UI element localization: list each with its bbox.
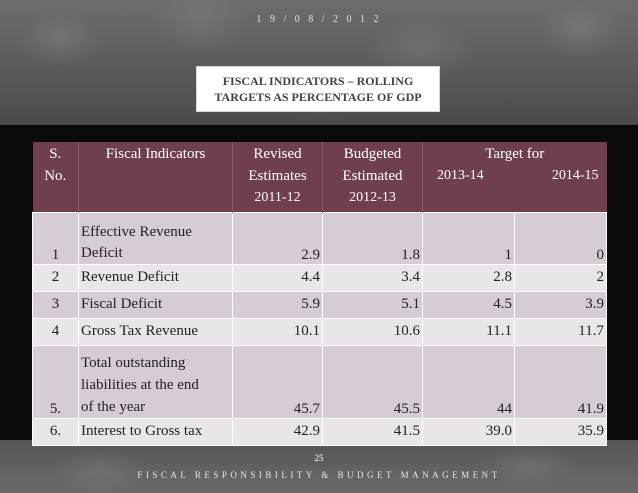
- row-indicator-line: liabilities at the end: [81, 376, 199, 393]
- row-target-2014-15: 35.9: [514, 417, 607, 446]
- row-indicator-line: of the year: [81, 398, 146, 415]
- row-target-2014-15: 0: [514, 211, 607, 265]
- row-revised: 45.7: [232, 344, 323, 419]
- row-sno: 1: [32, 211, 79, 265]
- row-budgeted: 41.5: [322, 417, 423, 446]
- row-indicator: Revenue Deficit: [78, 263, 233, 292]
- row-indicator-line: Total outstanding: [81, 354, 186, 371]
- row-target-2013-14: 1: [422, 211, 515, 265]
- table-row: 1 Effective Revenue Deficit 2.9 1.8 1 0: [32, 211, 607, 265]
- row-revised: 10.1: [232, 317, 323, 346]
- header-revised-line-1: Revised: [253, 146, 302, 162]
- row-sno: 3: [32, 290, 79, 319]
- row-target-2014-15: 11.7: [514, 317, 607, 346]
- header-sno-line-1: S.: [49, 146, 62, 162]
- row-indicator: Total outstanding liabilities at the end…: [78, 344, 233, 419]
- row-indicator-line: Deficit: [81, 244, 123, 261]
- row-budgeted: 10.6: [322, 317, 423, 346]
- table-header-row: S. No. Fiscal Indicators Revised Estimat…: [32, 142, 607, 212]
- header-target-label: Target for: [485, 146, 545, 162]
- header-budgeted-line-2: Estimated: [342, 168, 403, 184]
- row-budgeted: 45.5: [322, 344, 423, 419]
- row-indicator: Interest to Gross tax: [78, 417, 233, 446]
- row-revised: 2.9: [232, 211, 323, 265]
- slide-title-line-2: TARGETS AS PERCENTAGE OF GDP: [214, 90, 422, 104]
- table-row: 5. Total outstanding liabilities at the …: [32, 344, 607, 419]
- row-indicator: Fiscal Deficit: [78, 290, 233, 319]
- header-budgeted: Budgeted Estimated 2012-13: [322, 142, 423, 212]
- row-target-2014-15: 3.9: [514, 290, 607, 319]
- header-indicator-label: Fiscal Indicators: [105, 146, 206, 162]
- row-sno: 5.: [32, 344, 79, 419]
- table-row: 3 Fiscal Deficit 5.9 5.1 4.5 3.9: [32, 290, 607, 319]
- row-indicator: Gross Tax Revenue: [78, 317, 233, 346]
- header-revised-line-2: Estimates: [248, 168, 307, 184]
- header-revised-line-3: 2011-12: [254, 190, 301, 205]
- row-sno: 2: [32, 263, 79, 292]
- row-sno: 4: [32, 317, 79, 346]
- row-target-2013-14: 2.8: [422, 263, 515, 292]
- header-sno: S. No.: [32, 142, 79, 212]
- row-target-2013-14: 4.5: [422, 290, 515, 319]
- header-budgeted-line-1: Budgeted: [343, 146, 402, 162]
- damask-footer-background: [0, 440, 638, 493]
- row-budgeted: 3.4: [322, 263, 423, 292]
- row-target-2013-14: 39.0: [422, 417, 515, 446]
- row-indicator: Effective Revenue Deficit: [78, 211, 233, 265]
- row-revised: 4.4: [232, 263, 323, 292]
- slide-title: FISCAL INDICATORS – ROLLING TARGETS AS P…: [196, 66, 440, 112]
- table-row: 2 Revenue Deficit 4.4 3.4 2.8 2: [32, 263, 607, 292]
- row-revised: 42.9: [232, 417, 323, 446]
- row-target-2014-15: 41.9: [514, 344, 607, 419]
- header-indicator: Fiscal Indicators: [78, 142, 233, 212]
- header-target-2013-14: 2013-14: [437, 168, 484, 183]
- row-target-2013-14: 11.1: [422, 317, 515, 346]
- fiscal-indicators-table: S. No. Fiscal Indicators Revised Estimat…: [32, 142, 607, 446]
- page-number: 25: [314, 453, 324, 463]
- row-sno: 6.: [32, 417, 79, 446]
- header-budgeted-line-3: 2012-13: [349, 190, 396, 205]
- slide-date: 1 9 / 0 8 / 2 0 1 2: [256, 14, 382, 25]
- header-revised: Revised Estimates 2011-12: [232, 142, 323, 212]
- table-row: 6. Interest to Gross tax 42.9 41.5 39.0 …: [32, 417, 607, 446]
- header-sno-line-2: No.: [44, 168, 67, 184]
- row-indicator-line: Effective Revenue: [81, 223, 192, 240]
- row-budgeted: 1.8: [322, 211, 423, 265]
- header-target: Target for 2013-14 2014-15: [422, 142, 607, 212]
- row-target-2013-14: 44: [422, 344, 515, 419]
- row-budgeted: 5.1: [322, 290, 423, 319]
- slide-title-line-1: FISCAL INDICATORS – ROLLING: [222, 74, 414, 88]
- slide-footer: FISCAL RESPONSIBILITY & BUDGET MANAGEMEN…: [137, 470, 501, 480]
- row-target-2014-15: 2: [514, 263, 607, 292]
- row-revised: 5.9: [232, 290, 323, 319]
- header-target-2014-15: 2014-15: [551, 168, 599, 183]
- table-row: 4 Gross Tax Revenue 10.1 10.6 11.1 11.7: [32, 317, 607, 346]
